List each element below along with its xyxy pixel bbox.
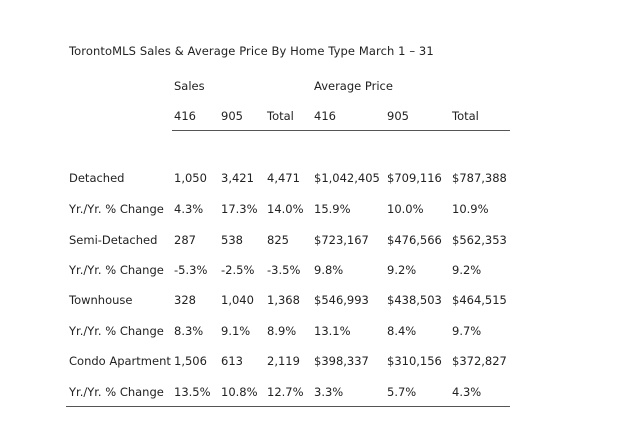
bottom-rule [66,406,510,407]
cell-avg-total: 4.3% [452,385,482,399]
cell-sales-total: 2,119 [267,354,300,368]
cell-sales-total: 8.9% [267,324,297,338]
cell-sales-905: 3,421 [221,171,254,185]
cell-avg-416: 9.8% [314,263,344,277]
cell-sales-905: 9.1% [221,324,251,338]
cell-sales-total: 14.0% [267,202,304,216]
cell-sales-905: 538 [221,233,243,247]
column-header-avg-total: Total [452,109,479,123]
cell-sales-416: 13.5% [174,385,211,399]
cell-sales-total: 825 [267,233,289,247]
cell-avg-905: $476,566 [387,233,442,247]
cell-sales-416: -5.3% [174,263,208,277]
group-header-average-price: Average Price [314,79,393,93]
row-label: Yr./Yr. % Change [69,324,164,338]
cell-sales-416: 1,506 [174,354,207,368]
row-label: Townhouse [69,293,133,307]
column-header-avg-905: 905 [387,109,409,123]
cell-sales-total: 12.7% [267,385,304,399]
cell-avg-total: $372,827 [452,354,507,368]
row-label: Yr./Yr. % Change [69,385,164,399]
cell-sales-total: 1,368 [267,293,300,307]
header-rule [172,130,510,131]
cell-avg-905: $709,116 [387,171,442,185]
cell-avg-905: 8.4% [387,324,417,338]
cell-avg-416: $398,337 [314,354,369,368]
cell-avg-905: 9.2% [387,263,417,277]
cell-sales-905: 10.8% [221,385,258,399]
cell-avg-416: $723,167 [314,233,369,247]
cell-avg-total: 9.2% [452,263,482,277]
cell-sales-416: 328 [174,293,196,307]
row-label: Detached [69,171,125,185]
cell-sales-416: 287 [174,233,196,247]
column-header-sales-416: 416 [174,109,196,123]
cell-avg-905: 5.7% [387,385,417,399]
cell-avg-416: 13.1% [314,324,351,338]
cell-sales-total: 4,471 [267,171,300,185]
row-label: Condo Apartment [69,354,171,368]
cell-sales-905: 613 [221,354,243,368]
cell-sales-total: -3.5% [267,263,301,277]
cell-avg-905: 10.0% [387,202,424,216]
row-label: Semi-Detached [69,233,158,247]
cell-sales-416: 1,050 [174,171,207,185]
cell-sales-905: -2.5% [221,263,255,277]
cell-avg-905: $310,156 [387,354,442,368]
cell-avg-416: $1,042,405 [314,171,380,185]
cell-sales-416: 4.3% [174,202,204,216]
table-title: TorontoMLS Sales & Average Price By Home… [69,44,434,58]
cell-sales-416: 8.3% [174,324,204,338]
row-label: Yr./Yr. % Change [69,202,164,216]
cell-avg-416: 3.3% [314,385,344,399]
column-header-avg-416: 416 [314,109,336,123]
column-header-sales-total: Total [267,109,294,123]
cell-avg-total: 9.7% [452,324,482,338]
cell-avg-total: $787,388 [452,171,507,185]
cell-sales-905: 1,040 [221,293,254,307]
cell-avg-416: $546,993 [314,293,369,307]
cell-avg-905: $438,503 [387,293,442,307]
group-header-sales: Sales [174,79,205,93]
row-label: Yr./Yr. % Change [69,263,164,277]
cell-avg-416: 15.9% [314,202,351,216]
cell-avg-total: $562,353 [452,233,507,247]
cell-avg-total: $464,515 [452,293,507,307]
column-header-sales-905: 905 [221,109,243,123]
cell-sales-905: 17.3% [221,202,258,216]
cell-avg-total: 10.9% [452,202,489,216]
